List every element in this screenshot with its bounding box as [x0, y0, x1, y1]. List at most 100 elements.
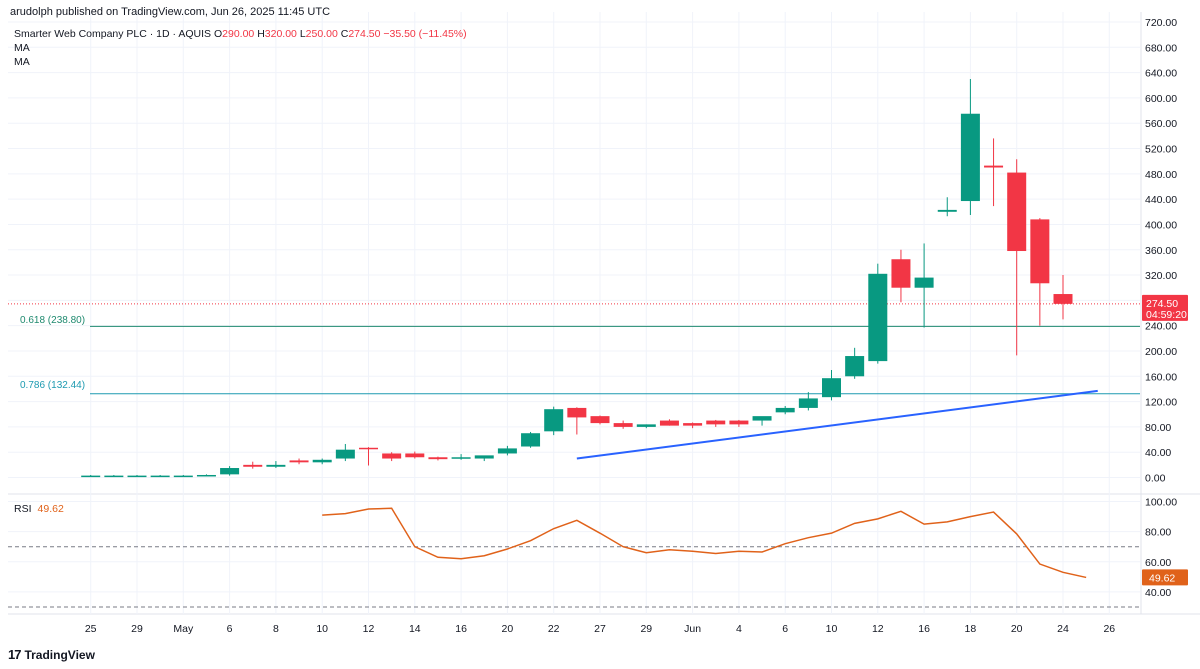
time-tick-label: 27: [594, 623, 606, 635]
candle-body: [474, 455, 494, 459]
price-tick-label: 240.00: [1145, 321, 1177, 333]
candle-body: [891, 259, 911, 288]
candle-body: [104, 475, 124, 478]
candle: [382, 452, 402, 462]
time-tick-label: 6: [782, 623, 788, 635]
price-tick-label: 560.00: [1145, 118, 1177, 130]
time-tick-label: 20: [502, 623, 514, 635]
footer-brand[interactable]: 17 TradingView: [8, 647, 95, 662]
rsi-series-line: [322, 507, 1087, 579]
time-tick-label: 16: [455, 623, 467, 635]
candle: [150, 474, 170, 478]
rsi-tick-label: 100.00: [1145, 497, 1177, 509]
close-label: C: [340, 28, 349, 40]
time-tick-label: 26: [1103, 623, 1115, 635]
time-tick-label: 12: [363, 623, 375, 635]
candle: [359, 447, 378, 466]
candle-body: [173, 475, 193, 478]
price-tick-label: 520.00: [1145, 144, 1177, 156]
open-value: 290.00: [222, 28, 255, 40]
candle-body: [706, 420, 726, 425]
rsi-tick-label: 60.00: [1145, 557, 1171, 569]
candle-body: [150, 475, 170, 478]
last-price-tag: [1142, 294, 1188, 321]
ma-legend-1[interactable]: MA: [14, 42, 30, 54]
candle: [937, 197, 957, 217]
price-tick-label: 40.00: [1145, 447, 1171, 459]
fib-label-618: 0.618 (238.80): [20, 315, 86, 326]
candle: [312, 458, 332, 465]
candle-body: [196, 474, 216, 477]
time-axis[interactable]: 25 29 May 6 8 10 12 14 16 20 22 27 29 Jun 4 6 10 12 16 18 20…: [85, 623, 1115, 635]
candle: [104, 474, 124, 478]
candle-body: [613, 423, 633, 427]
candle-body: [636, 424, 656, 427]
candle-body: [335, 449, 355, 459]
low-label: L: [299, 28, 306, 40]
rsi-layer: [8, 507, 1140, 608]
price-tick-label: 360.00: [1145, 245, 1177, 257]
rsi-legend[interactable]: RSI 49.62: [14, 503, 64, 515]
time-tick-label: May: [173, 623, 194, 635]
candle: [243, 461, 263, 469]
countdown-timer: 04:59:20: [1146, 309, 1187, 321]
candle: [822, 369, 841, 401]
candle: [1007, 159, 1027, 356]
time-tick-label: 8: [273, 623, 279, 635]
candle-body: [590, 416, 610, 424]
symbol-title: Smarter Web Company PLC · 1D · AQUIS: [14, 28, 212, 40]
candle-body: [775, 407, 795, 413]
candle: [683, 422, 703, 429]
candle: [220, 466, 240, 476]
candle-body: [984, 165, 1004, 168]
price-tick-label: 160.00: [1145, 371, 1177, 383]
rsi-label: RSI: [14, 503, 32, 515]
time-tick-label: 14: [409, 623, 421, 635]
time-tick-label: Jun: [684, 623, 701, 635]
symbol-legend[interactable]: Smarter Web Company PLC · 1D · AQUIS O29…: [14, 28, 467, 40]
price-tick-label: 600.00: [1145, 93, 1177, 105]
candle: [1053, 275, 1073, 320]
ma-legend-2[interactable]: MA: [14, 56, 30, 68]
candle-body: [81, 475, 101, 478]
candle-body: [127, 475, 147, 478]
time-tick-label: 16: [918, 623, 930, 635]
candle-body: [868, 273, 888, 362]
time-tick-label: 24: [1057, 623, 1069, 635]
candle: [81, 474, 101, 478]
candle: [590, 415, 610, 425]
candle: [775, 406, 795, 415]
last-price-tag-value: 274.50: [1146, 298, 1178, 310]
candle: [984, 138, 1004, 207]
candle: [521, 431, 541, 448]
candle: [567, 407, 587, 435]
trendline-layer[interactable]: [576, 389, 1098, 460]
time-tick-label: 10: [826, 623, 838, 635]
time-tick-label: 10: [316, 623, 328, 635]
candle: [266, 461, 286, 469]
price-tick-label: 80.00: [1145, 422, 1171, 434]
low-value: 250.00: [305, 28, 338, 40]
candle-body: [266, 464, 286, 467]
candle: [1030, 218, 1050, 326]
time-tick-label: 4: [736, 623, 742, 635]
candle-body: [822, 378, 841, 398]
candle: [451, 454, 471, 460]
candle: [289, 458, 309, 465]
change-value: −35.50 (−11.45%): [383, 28, 467, 40]
candle-body: [845, 356, 865, 377]
price-tick-label: 480.00: [1145, 169, 1177, 181]
candle-body: [382, 453, 402, 459]
candle-body: [567, 407, 587, 418]
price-tick-label: 400.00: [1145, 219, 1177, 231]
time-tick-label: 20: [1011, 623, 1023, 635]
candle-body: [729, 420, 749, 425]
time-tick-label: 25: [85, 623, 97, 635]
price-tick-label: 320.00: [1145, 270, 1177, 282]
candle-body: [289, 460, 309, 463]
candle-body: [683, 423, 703, 426]
price-tick-label: 120.00: [1145, 397, 1177, 409]
price-tick-label: 720.00: [1145, 17, 1177, 29]
